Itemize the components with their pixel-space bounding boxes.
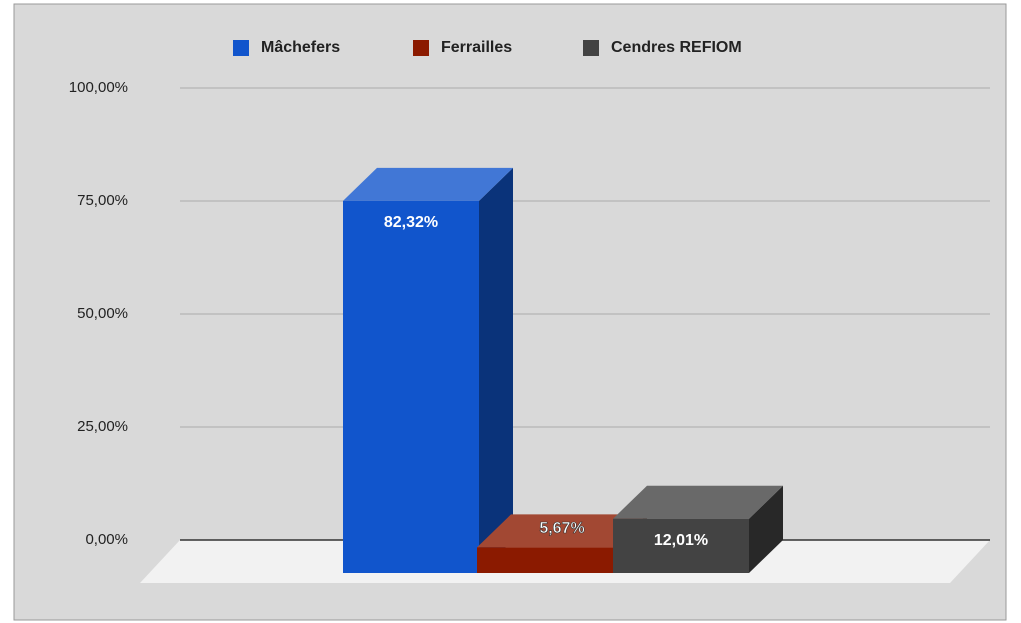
bar-side xyxy=(479,167,513,573)
legend-swatch xyxy=(233,40,249,56)
legend-label: Cendres REFIOM xyxy=(611,39,742,56)
y-tick-label: 0,00% xyxy=(85,531,128,548)
value-label: 12,01% xyxy=(654,532,708,549)
value-label: 82,32% xyxy=(384,214,438,231)
bar-top xyxy=(343,167,513,201)
bar xyxy=(613,518,749,573)
y-tick-label: 75,00% xyxy=(77,192,128,209)
bar-top xyxy=(613,485,783,519)
legend-label: Ferrailles xyxy=(441,39,512,56)
y-tick-label: 25,00% xyxy=(77,418,128,435)
y-tick-label: 100,00% xyxy=(69,79,128,96)
value-label: 5,67% xyxy=(539,520,584,537)
legend-label: Mâchefers xyxy=(261,39,340,56)
bar xyxy=(477,547,613,573)
legend-swatch xyxy=(583,40,599,56)
bar-side xyxy=(749,485,783,573)
bar-top xyxy=(477,514,647,548)
bar xyxy=(343,200,479,573)
legend-swatch xyxy=(413,40,429,56)
y-tick-label: 50,00% xyxy=(77,305,128,322)
